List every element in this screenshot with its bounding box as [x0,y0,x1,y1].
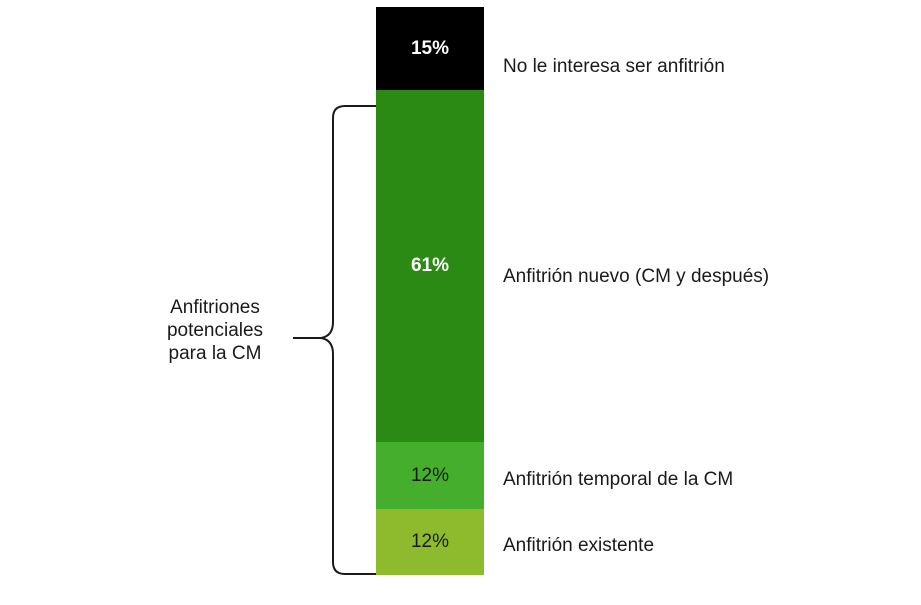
stacked-bar: 15% 61% 12% 12% [376,7,484,575]
bar-segment-new-host: 61% [376,90,484,442]
segment-value: 12% [410,464,450,486]
segment-value: 15% [410,37,450,59]
segment-label-not-interested: No le interesa ser anfitrión [503,56,725,77]
curly-brace-icon [293,105,376,575]
brace-annotation: Anfitriones potenciales para la CM [150,296,280,365]
segment-value: 61% [410,255,450,276]
brace-text-line: potenciales [166,320,264,341]
bar-segment-temporary-host: 12% [376,442,484,509]
bar-segment-not-interested: 15% [376,7,484,90]
segment-label-new-host: Anfitrión nuevo (CM y después) [503,266,770,287]
brace-text-line: para la CM [168,343,262,364]
segment-label-temporary-host: Anfitrión temporal de la CM [503,469,734,490]
segment-value: 12% [410,531,450,552]
brace-text-line: Anfitriones [170,297,260,318]
bar-segment-existing-host: 12% [376,509,484,575]
segment-label-existing-host: Anfitrión existente [503,535,655,556]
